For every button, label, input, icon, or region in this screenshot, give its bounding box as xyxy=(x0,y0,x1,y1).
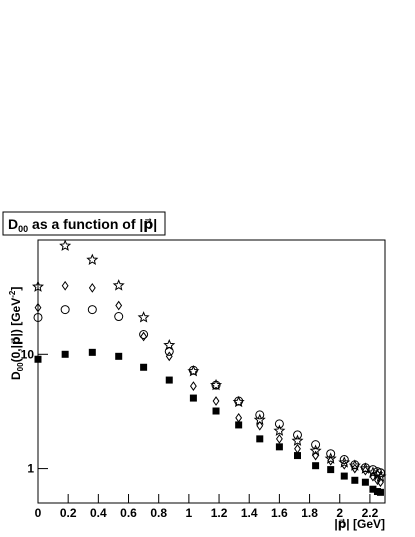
point xyxy=(324,452,337,464)
x-tick-label: 0.4 xyxy=(90,506,107,520)
point xyxy=(88,283,96,293)
point xyxy=(34,302,42,313)
point xyxy=(275,443,283,451)
point xyxy=(32,280,44,292)
point xyxy=(88,348,96,356)
point xyxy=(293,452,301,460)
point xyxy=(115,352,123,360)
x-tick-label: 1.2 xyxy=(211,506,228,520)
title-box xyxy=(2,211,166,236)
point xyxy=(34,355,42,363)
point xyxy=(212,407,220,415)
point xyxy=(326,449,336,459)
point xyxy=(232,395,245,408)
point xyxy=(255,410,265,420)
point xyxy=(359,462,372,474)
x-tick-label: 1.4 xyxy=(241,506,258,520)
x-tick-label: 0.2 xyxy=(60,506,77,520)
point xyxy=(137,311,150,323)
point xyxy=(163,338,176,351)
ylabel-sub: 00 xyxy=(16,362,25,371)
title-sub: 00 xyxy=(18,224,28,234)
point xyxy=(361,478,369,486)
point xyxy=(61,280,69,291)
plot-frame xyxy=(37,239,386,504)
point xyxy=(60,305,70,315)
point xyxy=(294,443,301,454)
point xyxy=(369,485,377,493)
point xyxy=(348,459,361,471)
y-tick-label: 1 xyxy=(27,462,34,476)
point xyxy=(311,440,321,450)
point xyxy=(33,312,43,322)
point xyxy=(292,430,302,440)
point xyxy=(256,420,264,431)
title-part: D xyxy=(8,216,18,232)
point xyxy=(376,488,384,496)
point xyxy=(339,455,349,465)
point xyxy=(86,253,99,265)
point xyxy=(235,412,243,423)
point xyxy=(189,394,197,402)
x-tick-label: 2 xyxy=(336,506,343,520)
x-tick-label: 2.2 xyxy=(362,506,379,520)
point xyxy=(112,279,125,291)
point xyxy=(210,378,223,391)
point xyxy=(351,476,359,484)
point xyxy=(115,300,123,311)
point xyxy=(165,376,173,384)
point xyxy=(327,466,335,474)
x-tick-label: 1.6 xyxy=(271,506,288,520)
x-axis-label: |p⃗| [GeV] xyxy=(334,517,385,531)
point xyxy=(309,444,322,456)
y-tick-label: 10 xyxy=(21,347,35,361)
ylabel-part: (0,|p⃗|) [GeV xyxy=(9,298,23,363)
point xyxy=(273,424,286,436)
point xyxy=(212,396,220,406)
point xyxy=(312,462,320,470)
point xyxy=(140,363,148,371)
ylabel-part: ] xyxy=(9,287,23,291)
point xyxy=(291,434,304,446)
point xyxy=(189,381,197,391)
point xyxy=(139,330,149,340)
point xyxy=(377,477,384,488)
point xyxy=(114,312,124,322)
point xyxy=(59,239,72,251)
point xyxy=(374,475,381,486)
point xyxy=(235,421,243,429)
point xyxy=(140,331,148,342)
ylabel-sup: -2 xyxy=(8,290,17,298)
x-tick-label: 0.8 xyxy=(150,506,167,520)
point xyxy=(338,456,351,468)
point xyxy=(87,305,97,315)
point xyxy=(187,364,200,377)
point xyxy=(61,350,69,358)
title-part: as a function of |p⃗| xyxy=(28,216,157,232)
x-tick-label: 0 xyxy=(35,506,42,520)
x-tick-label: 0.6 xyxy=(120,506,137,520)
x-tick-label: 1.8 xyxy=(301,506,318,520)
y-axis-label: D00(0,|p⃗|) [GeV-2] xyxy=(8,287,25,380)
x-tick-label: 1 xyxy=(186,506,193,520)
point xyxy=(275,433,283,444)
point xyxy=(274,419,284,429)
point xyxy=(256,435,264,443)
point xyxy=(374,470,387,482)
point xyxy=(165,351,173,362)
point xyxy=(340,472,348,480)
chart-title: D00 as a function of |p⃗| xyxy=(8,216,157,234)
point xyxy=(253,413,266,425)
ylabel-part: D xyxy=(9,371,23,380)
